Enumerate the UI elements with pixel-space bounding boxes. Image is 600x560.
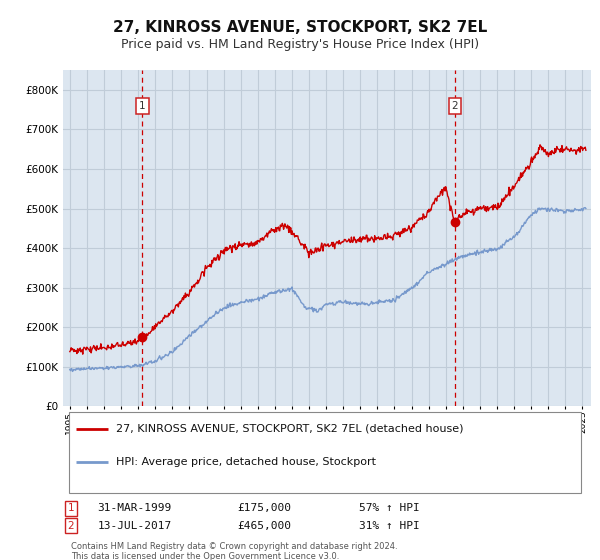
- Text: 13-JUL-2017: 13-JUL-2017: [97, 521, 172, 531]
- Text: 2: 2: [452, 101, 458, 111]
- Text: 31% ↑ HPI: 31% ↑ HPI: [359, 521, 419, 531]
- Text: HPI: Average price, detached house, Stockport: HPI: Average price, detached house, Stoc…: [116, 457, 376, 467]
- Text: £175,000: £175,000: [237, 503, 291, 514]
- Text: 57% ↑ HPI: 57% ↑ HPI: [359, 503, 419, 514]
- Text: £465,000: £465,000: [237, 521, 291, 531]
- Text: 2: 2: [68, 521, 74, 531]
- Text: 31-MAR-1999: 31-MAR-1999: [97, 503, 172, 514]
- Text: 27, KINROSS AVENUE, STOCKPORT, SK2 7EL: 27, KINROSS AVENUE, STOCKPORT, SK2 7EL: [113, 20, 487, 35]
- Text: 1: 1: [68, 503, 74, 514]
- Text: 27, KINROSS AVENUE, STOCKPORT, SK2 7EL (detached house): 27, KINROSS AVENUE, STOCKPORT, SK2 7EL (…: [116, 424, 463, 434]
- Text: Contains HM Land Registry data © Crown copyright and database right 2024.
This d: Contains HM Land Registry data © Crown c…: [71, 542, 398, 560]
- Text: 1: 1: [139, 101, 146, 111]
- FancyBboxPatch shape: [70, 412, 581, 493]
- Text: Price paid vs. HM Land Registry's House Price Index (HPI): Price paid vs. HM Land Registry's House …: [121, 38, 479, 50]
